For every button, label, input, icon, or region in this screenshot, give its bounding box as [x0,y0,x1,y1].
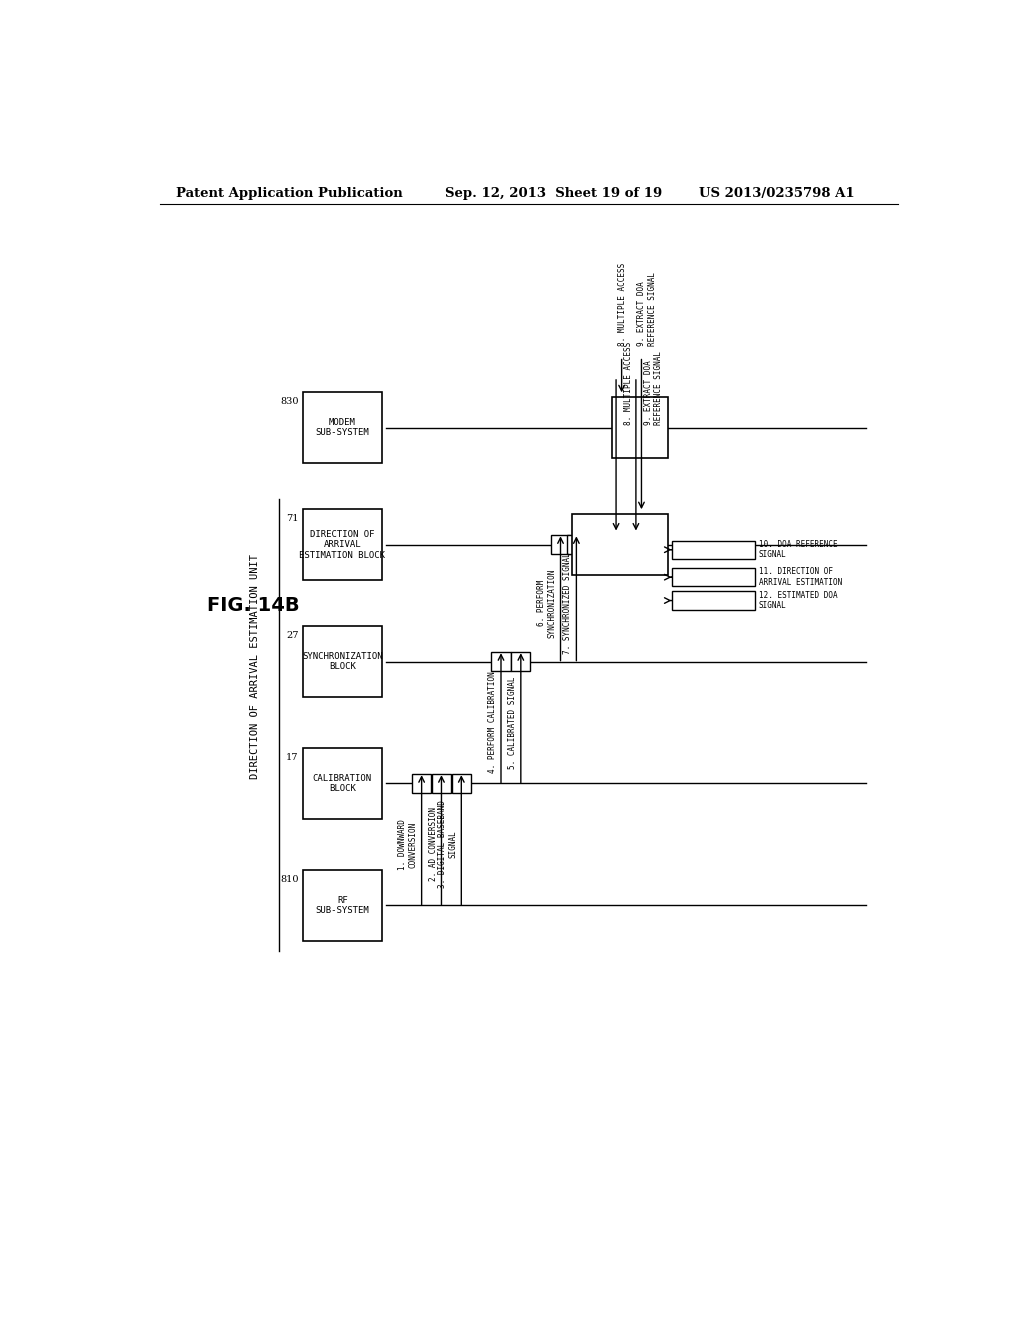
FancyBboxPatch shape [612,397,668,458]
Text: 27: 27 [286,631,299,640]
FancyBboxPatch shape [412,775,431,792]
Text: 17: 17 [286,752,299,762]
FancyBboxPatch shape [606,536,626,554]
Text: 10. DOA REFERENCE
SIGNAL: 10. DOA REFERENCE SIGNAL [759,540,838,560]
Text: SYNCHRONIZATION
BLOCK: SYNCHRONIZATION BLOCK [302,652,383,671]
Text: 7. SYNCHRONIZED SIGNAL: 7. SYNCHRONIZED SIGNAL [563,552,572,653]
Text: 12. ESTIMATED DOA
SIGNAL: 12. ESTIMATED DOA SIGNAL [759,591,838,610]
Text: FIG. 14B: FIG. 14B [207,597,300,615]
Text: 11. DIRECTION OF
ARRIVAL ESTIMATION: 11. DIRECTION OF ARRIVAL ESTIMATION [759,568,842,587]
Text: 4. PERFORM CALIBRATION: 4. PERFORM CALIBRATION [488,672,497,774]
FancyBboxPatch shape [492,652,511,671]
Text: 1. DOWNWARD
CONVERSION: 1. DOWNWARD CONVERSION [398,818,418,870]
Text: 8. MULTIPLE ACCESS: 8. MULTIPLE ACCESS [617,263,627,346]
Text: 830: 830 [281,397,299,407]
FancyBboxPatch shape [432,775,451,792]
Text: 2. AD CONVERSION: 2. AD CONVERSION [428,808,437,882]
Text: 9. EXTRACT DOA
REFERENCE SIGNAL: 9. EXTRACT DOA REFERENCE SIGNAL [644,351,664,425]
Text: 6. PERFORM
SYNCHRONIZATION: 6. PERFORM SYNCHRONIZATION [538,569,557,638]
FancyBboxPatch shape [303,392,382,463]
Text: DIRECTION OF ARRIVAL ESTIMATION UNIT: DIRECTION OF ARRIVAL ESTIMATION UNIT [250,554,260,779]
Text: 71: 71 [286,515,299,523]
Text: 3. DIGITAL BASEBAND
SIGNAL: 3. DIGITAL BASEBAND SIGNAL [438,800,458,888]
FancyBboxPatch shape [511,652,530,671]
Text: Patent Application Publication: Patent Application Publication [176,187,402,201]
Text: 9. EXTRACT DOA
REFERENCE SIGNAL: 9. EXTRACT DOA REFERENCE SIGNAL [638,272,656,346]
FancyBboxPatch shape [567,536,586,554]
Text: 5. CALIBRATED SIGNAL: 5. CALIBRATED SIGNAL [508,676,517,768]
FancyBboxPatch shape [672,591,755,610]
FancyBboxPatch shape [551,536,570,554]
Text: US 2013/0235798 A1: US 2013/0235798 A1 [699,187,855,201]
Text: 8. MULTIPLE ACCESS: 8. MULTIPLE ACCESS [624,342,633,425]
FancyBboxPatch shape [452,775,471,792]
FancyBboxPatch shape [303,870,382,941]
Text: CALIBRATION
BLOCK: CALIBRATION BLOCK [312,774,372,793]
FancyBboxPatch shape [672,568,755,586]
Text: DIRECTION OF
ARRIVAL
ESTIMATION BLOCK: DIRECTION OF ARRIVAL ESTIMATION BLOCK [299,529,385,560]
Text: 810: 810 [281,875,299,884]
FancyBboxPatch shape [303,748,382,818]
FancyBboxPatch shape [572,515,668,576]
Text: MODEM
SUB-SYSTEM: MODEM SUB-SYSTEM [315,418,369,437]
FancyBboxPatch shape [303,626,382,697]
FancyBboxPatch shape [303,510,382,581]
Text: Sep. 12, 2013  Sheet 19 of 19: Sep. 12, 2013 Sheet 19 of 19 [445,187,663,201]
FancyBboxPatch shape [627,536,645,554]
FancyBboxPatch shape [672,541,755,558]
Text: RF
SUB-SYSTEM: RF SUB-SYSTEM [315,896,369,915]
